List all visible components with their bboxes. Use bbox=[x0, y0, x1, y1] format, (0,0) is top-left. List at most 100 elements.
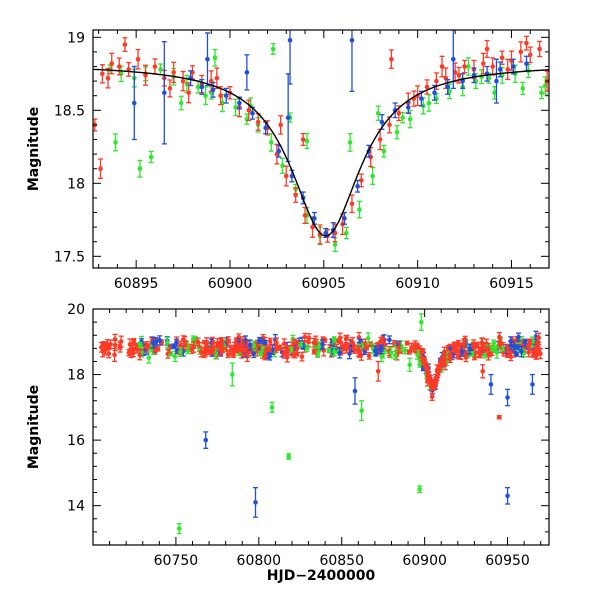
band-point bbox=[412, 342, 418, 350]
green-outlier-point bbox=[269, 401, 275, 413]
blue-outlier-point bbox=[203, 431, 209, 449]
band-point bbox=[155, 346, 161, 352]
red-point bbox=[300, 132, 306, 147]
x-tick-label: 60915 bbox=[489, 276, 534, 292]
band-point bbox=[273, 337, 279, 348]
green-point bbox=[203, 86, 209, 106]
x-tick-label: 60910 bbox=[395, 276, 440, 292]
blue-point bbox=[244, 54, 250, 91]
band-point bbox=[491, 339, 497, 347]
band-point bbox=[218, 337, 224, 343]
band-point bbox=[198, 346, 204, 358]
red-outlier-point bbox=[375, 360, 381, 382]
band-point bbox=[311, 348, 317, 355]
red-point bbox=[214, 67, 220, 90]
green-point bbox=[465, 57, 471, 76]
green-outlier-point bbox=[417, 485, 423, 494]
band-point bbox=[203, 346, 209, 357]
band-point bbox=[396, 341, 402, 353]
y-tick-label: 14 bbox=[67, 499, 85, 515]
band-point bbox=[281, 349, 287, 359]
blue-point bbox=[287, 30, 293, 85]
red-point bbox=[218, 86, 224, 106]
band-point bbox=[388, 346, 394, 359]
green-outlier-point bbox=[229, 362, 235, 387]
blue-point bbox=[392, 102, 398, 119]
green-point bbox=[158, 63, 164, 76]
red-point bbox=[527, 46, 533, 64]
blue-point bbox=[432, 84, 438, 101]
band-point bbox=[516, 332, 522, 342]
bottom-panel-xlabel: HJD−2400000 bbox=[267, 568, 376, 584]
blue-point bbox=[250, 106, 256, 120]
band-point bbox=[234, 346, 240, 354]
band-point bbox=[164, 336, 170, 349]
band-point bbox=[177, 347, 183, 358]
red-point bbox=[388, 49, 394, 69]
blue-point bbox=[204, 32, 210, 87]
band-point bbox=[298, 341, 304, 348]
blue-outlier-point bbox=[352, 377, 358, 405]
green-outlier-point bbox=[407, 357, 413, 372]
red-point bbox=[255, 113, 261, 131]
band-point bbox=[404, 340, 410, 346]
blue-point bbox=[355, 179, 361, 193]
green-outlier-point bbox=[286, 453, 292, 460]
green-point bbox=[270, 42, 276, 55]
band-point bbox=[429, 392, 435, 402]
red-point bbox=[167, 79, 173, 98]
red-point bbox=[105, 67, 111, 89]
green-point bbox=[370, 166, 376, 186]
band-point bbox=[386, 335, 392, 345]
model-curve bbox=[93, 68, 549, 237]
x-tick-label: 60905 bbox=[302, 276, 347, 292]
bottom-panel-data-points bbox=[98, 313, 543, 535]
band-point bbox=[313, 338, 319, 346]
band-point bbox=[337, 347, 343, 359]
band-point bbox=[467, 343, 473, 355]
red-point bbox=[377, 128, 383, 151]
green-outlier-point bbox=[359, 400, 365, 422]
green-point bbox=[375, 105, 381, 121]
top-panel-zoom: 60895 60900 60905 60910 60915 17.5 18 18.5 19 Ma… bbox=[26, 29, 550, 292]
y-tick-label: 18 bbox=[67, 176, 85, 192]
band-point bbox=[182, 340, 188, 351]
bottom-panel-ylabel: Magnitude bbox=[26, 385, 42, 469]
band-point bbox=[331, 346, 337, 357]
band-point bbox=[137, 341, 143, 349]
green-point bbox=[148, 150, 154, 164]
band-point bbox=[365, 332, 371, 345]
band-point bbox=[366, 352, 372, 360]
blue-point bbox=[199, 78, 205, 95]
band-point bbox=[494, 346, 500, 359]
green-point bbox=[520, 81, 526, 96]
blue-outlier-point bbox=[253, 486, 259, 518]
top-panel-frame bbox=[92, 29, 550, 269]
band-point bbox=[256, 336, 262, 344]
green-point bbox=[233, 98, 239, 117]
band-point bbox=[514, 351, 520, 357]
blue-point bbox=[323, 227, 329, 238]
red-point bbox=[186, 82, 192, 104]
band-point bbox=[319, 339, 325, 350]
blue-outlier-point bbox=[505, 388, 511, 407]
band-point bbox=[104, 338, 110, 350]
y-tick-label: 17.5 bbox=[54, 249, 85, 265]
bottom-panel-full: 60750 60800 60850 60900 60950 14 16 18 20 Magnit… bbox=[26, 302, 550, 584]
band-point bbox=[526, 343, 532, 349]
band-point bbox=[343, 334, 349, 344]
band-point bbox=[131, 338, 137, 343]
band-point bbox=[285, 345, 291, 355]
band-point bbox=[204, 340, 210, 347]
green-point bbox=[343, 226, 349, 240]
x-tick-label: 60895 bbox=[114, 276, 159, 292]
band-point bbox=[331, 336, 337, 343]
band-point bbox=[453, 341, 459, 354]
red-point bbox=[180, 70, 186, 92]
green-point bbox=[538, 86, 544, 100]
blue-point bbox=[161, 41, 167, 145]
red-point bbox=[135, 48, 141, 70]
band-point bbox=[117, 341, 123, 350]
band-point bbox=[356, 346, 362, 358]
green-point bbox=[381, 144, 387, 158]
